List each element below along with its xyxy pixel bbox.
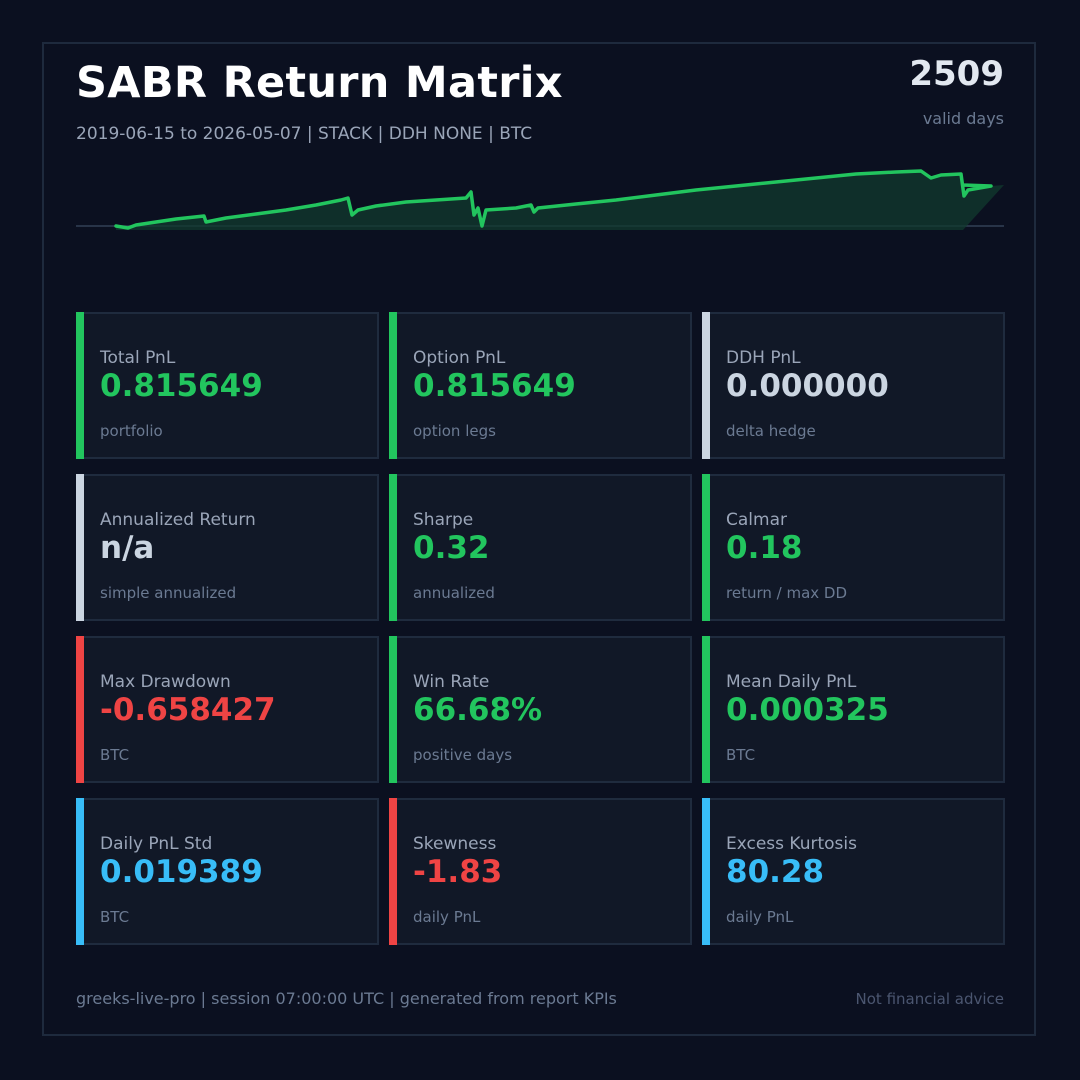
kpi-value: -1.83 <box>413 854 503 890</box>
kpi-sublabel: BTC <box>726 746 756 764</box>
kpi-sublabel: positive days <box>413 746 513 764</box>
kpi-sublabel: simple annualized <box>100 584 237 602</box>
kpi-label: Max Drawdown <box>100 672 231 692</box>
kpi-accent-bar <box>389 798 397 945</box>
kpi-label: Option PnL <box>413 348 506 368</box>
kpi-accent-bar <box>76 312 84 459</box>
page-title: SABR Return Matrix <box>76 58 563 108</box>
kpi-card: Daily PnL Std 0.019389 BTC <box>76 798 379 945</box>
kpi-sublabel: portfolio <box>100 422 163 440</box>
kpi-card: Option PnL 0.815649 option legs <box>389 312 692 459</box>
kpi-sublabel: BTC <box>100 746 130 764</box>
kpi-value: -0.658427 <box>100 692 276 728</box>
kpi-accent-bar <box>76 636 84 783</box>
kpi-value: 0.32 <box>413 530 490 566</box>
kpi-card: Max Drawdown -0.658427 BTC <box>76 636 379 783</box>
kpi-accent-bar <box>702 798 710 945</box>
kpi-sublabel: delta hedge <box>726 422 816 440</box>
kpi-sublabel: annualized <box>413 584 495 602</box>
kpi-label: Annualized Return <box>100 510 256 530</box>
kpi-value: 0.000000 <box>726 368 889 404</box>
kpi-card: Annualized Return n/a simple annualized <box>76 474 379 621</box>
valid-days-count: 2509 <box>909 54 1004 94</box>
kpi-card: Win Rate 66.68% positive days <box>389 636 692 783</box>
kpi-accent-bar <box>389 636 397 783</box>
kpi-label: Win Rate <box>413 672 490 692</box>
kpi-sublabel: option legs <box>413 422 496 440</box>
kpi-card: Skewness -1.83 daily PnL <box>389 798 692 945</box>
valid-days-label: valid days <box>922 109 1004 128</box>
kpi-accent-bar <box>76 798 84 945</box>
equity-sparkline <box>76 169 1004 230</box>
kpi-value: n/a <box>100 530 155 566</box>
kpi-card: Excess Kurtosis 80.28 daily PnL <box>702 798 1005 945</box>
kpi-card: Total PnL 0.815649 portfolio <box>76 312 379 459</box>
footer-meta: greeks-live-pro | session 07:00:00 UTC |… <box>76 989 617 1008</box>
kpi-label: Total PnL <box>100 348 176 368</box>
kpi-sublabel: BTC <box>100 908 130 926</box>
kpi-accent-bar <box>389 474 397 621</box>
kpi-value: 0.815649 <box>100 368 263 404</box>
kpi-value: 0.815649 <box>413 368 576 404</box>
kpi-accent-bar <box>76 474 84 621</box>
kpi-accent-bar <box>702 474 710 621</box>
kpi-card: Calmar 0.18 return / max DD <box>702 474 1005 621</box>
kpi-value: 0.000325 <box>726 692 889 728</box>
kpi-label: Mean Daily PnL <box>726 672 857 692</box>
footer-disclaimer: Not financial advice <box>855 990 1004 1008</box>
sparkline-line <box>114 169 993 230</box>
kpi-card: DDH PnL 0.000000 delta hedge <box>702 312 1005 459</box>
kpi-value: 0.18 <box>726 530 803 566</box>
kpi-card: Sharpe 0.32 annualized <box>389 474 692 621</box>
kpi-accent-bar <box>702 312 710 459</box>
kpi-sublabel: return / max DD <box>726 584 848 602</box>
kpi-accent-bar <box>389 312 397 459</box>
kpi-label: Daily PnL Std <box>100 834 213 854</box>
kpi-label: DDH PnL <box>726 348 801 368</box>
kpi-value: 66.68% <box>413 692 543 728</box>
kpi-sublabel: daily PnL <box>726 908 794 926</box>
kpi-label: Skewness <box>413 834 497 854</box>
kpi-value: 80.28 <box>726 854 825 890</box>
kpi-sublabel: daily PnL <box>413 908 481 926</box>
sparkline-area <box>116 171 1004 230</box>
kpi-accent-bar <box>702 636 710 783</box>
kpi-label: Calmar <box>726 510 787 530</box>
kpi-value: 0.019389 <box>100 854 263 890</box>
kpi-label: Excess Kurtosis <box>726 834 857 854</box>
kpi-label: Sharpe <box>413 510 474 530</box>
report-subtitle: 2019-06-15 to 2026-05-07 | STACK | DDH N… <box>76 124 533 144</box>
kpi-grid: Total PnL 0.815649 portfolio Option PnL 0.81… <box>76 312 1005 945</box>
kpi-card: Mean Daily PnL 0.000325 BTC <box>702 636 1005 783</box>
